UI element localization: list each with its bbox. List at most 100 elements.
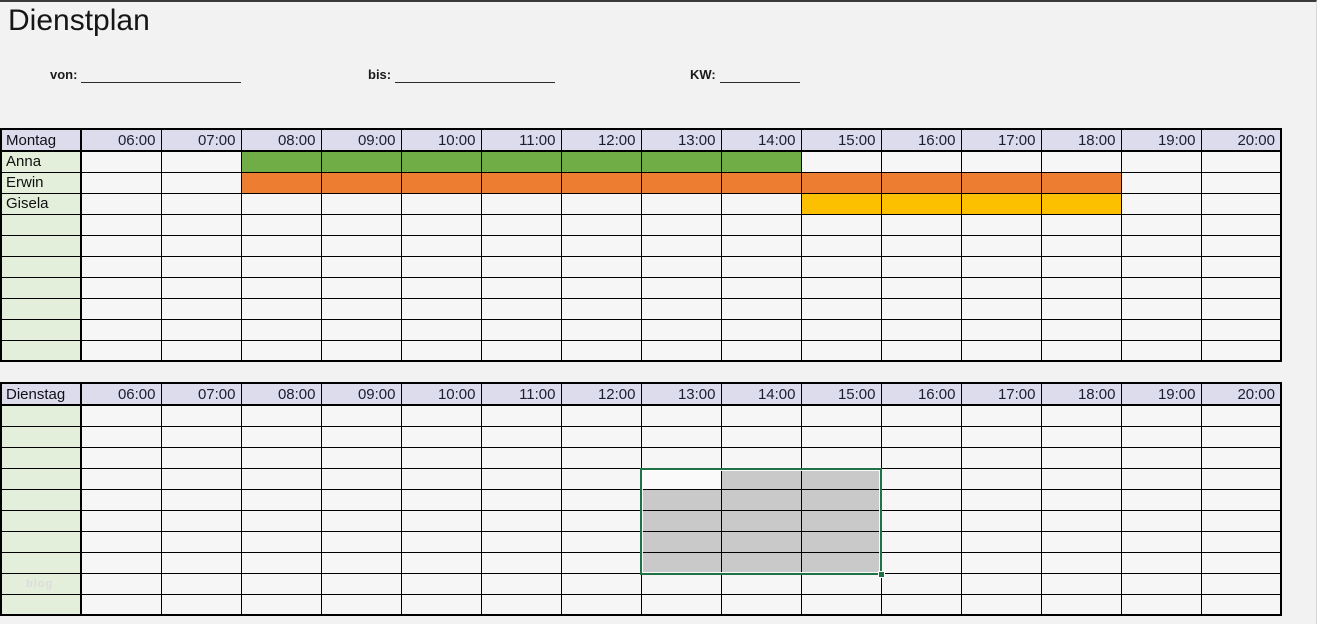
cell[interactable] <box>160 192 242 215</box>
time-header[interactable]: 07:00 <box>160 128 242 152</box>
cell[interactable] <box>240 192 322 215</box>
time-header[interactable]: 13:00 <box>640 128 722 152</box>
cell[interactable] <box>800 318 882 341</box>
cell[interactable] <box>640 446 722 469</box>
cell[interactable] <box>80 404 162 427</box>
cell[interactable] <box>480 192 562 215</box>
selected-cell[interactable] <box>800 467 882 490</box>
cell[interactable] <box>1120 255 1202 278</box>
name-cell[interactable] <box>0 234 82 257</box>
cell[interactable] <box>480 551 562 574</box>
cell[interactable] <box>80 234 162 257</box>
cell[interactable] <box>240 425 322 448</box>
cell[interactable] <box>560 339 642 362</box>
cell[interactable] <box>880 318 962 341</box>
selected-cell[interactable] <box>720 467 802 490</box>
von-input-line[interactable] <box>81 66 242 83</box>
cell[interactable] <box>160 318 242 341</box>
cell[interactable] <box>640 425 722 448</box>
cell[interactable] <box>720 192 802 215</box>
cell[interactable] <box>720 425 802 448</box>
time-header[interactable]: 19:00 <box>1120 382 1202 406</box>
cell[interactable] <box>320 446 402 469</box>
cell[interactable] <box>800 276 882 299</box>
cell[interactable] <box>320 192 402 215</box>
cell[interactable] <box>400 446 482 469</box>
cell[interactable] <box>1200 530 1282 553</box>
cell[interactable] <box>160 171 242 194</box>
cell[interactable] <box>880 530 962 553</box>
cell[interactable] <box>1120 318 1202 341</box>
selected-cell[interactable] <box>720 509 802 532</box>
cell[interactable] <box>1120 446 1202 469</box>
cell[interactable] <box>480 593 562 616</box>
name-cell[interactable] <box>0 276 82 299</box>
cell[interactable] <box>960 551 1042 574</box>
cell[interactable] <box>240 297 322 320</box>
cell[interactable] <box>80 339 162 362</box>
cell[interactable] <box>800 572 882 595</box>
cell[interactable] <box>1040 593 1122 616</box>
cell[interactable] <box>1040 297 1122 320</box>
name-cell[interactable] <box>0 467 82 490</box>
cell[interactable] <box>160 276 242 299</box>
time-header[interactable]: 12:00 <box>560 128 642 152</box>
cell[interactable] <box>480 404 562 427</box>
time-header[interactable]: 20:00 <box>1200 128 1282 152</box>
cell[interactable] <box>640 339 722 362</box>
cell[interactable] <box>400 213 482 236</box>
cell[interactable] <box>240 404 322 427</box>
cell[interactable] <box>240 593 322 616</box>
time-header[interactable]: 06:00 <box>80 128 162 152</box>
cell[interactable] <box>720 255 802 278</box>
cell[interactable] <box>80 530 162 553</box>
cell[interactable] <box>560 572 642 595</box>
cell[interactable] <box>400 488 482 511</box>
cell[interactable] <box>1120 530 1202 553</box>
cell[interactable] <box>1040 509 1122 532</box>
cell[interactable] <box>320 551 402 574</box>
cell[interactable] <box>560 593 642 616</box>
cell[interactable] <box>1200 446 1282 469</box>
name-cell[interactable] <box>0 446 82 469</box>
time-header[interactable]: 08:00 <box>240 128 322 152</box>
selected-cell[interactable] <box>720 530 802 553</box>
shift-bar-cell[interactable] <box>720 171 802 194</box>
shift-bar-cell[interactable] <box>240 150 322 173</box>
cell[interactable] <box>640 192 722 215</box>
time-header[interactable]: 11:00 <box>480 382 562 406</box>
bis-input-line[interactable] <box>395 66 556 83</box>
cell[interactable] <box>1120 488 1202 511</box>
time-header[interactable]: 18:00 <box>1040 382 1122 406</box>
cell[interactable] <box>1040 446 1122 469</box>
cell[interactable] <box>1120 467 1202 490</box>
cell[interactable] <box>880 255 962 278</box>
day-header-dienstag[interactable]: Dienstag <box>0 382 82 406</box>
cell[interactable] <box>560 318 642 341</box>
cell[interactable] <box>960 530 1042 553</box>
cell[interactable] <box>1200 318 1282 341</box>
cell[interactable] <box>1120 192 1202 215</box>
name-cell[interactable] <box>0 509 82 532</box>
cell[interactable] <box>1120 213 1202 236</box>
cell[interactable] <box>80 213 162 236</box>
name-cell[interactable] <box>0 339 82 362</box>
cell[interactable] <box>1040 213 1122 236</box>
cell[interactable] <box>960 572 1042 595</box>
name-cell-gisela[interactable]: Gisela <box>0 192 82 215</box>
cell[interactable] <box>720 593 802 616</box>
cell[interactable] <box>720 404 802 427</box>
name-cell[interactable] <box>0 488 82 511</box>
shift-bar-cell[interactable] <box>960 171 1042 194</box>
selected-cell[interactable] <box>800 488 882 511</box>
cell[interactable] <box>240 255 322 278</box>
cell[interactable] <box>880 234 962 257</box>
cell[interactable] <box>400 425 482 448</box>
cell[interactable] <box>800 446 882 469</box>
time-header[interactable]: 14:00 <box>720 382 802 406</box>
shift-bar-cell[interactable] <box>720 150 802 173</box>
cell[interactable] <box>1120 339 1202 362</box>
cell[interactable] <box>560 276 642 299</box>
shift-bar-cell[interactable] <box>800 171 882 194</box>
cell[interactable] <box>720 297 802 320</box>
